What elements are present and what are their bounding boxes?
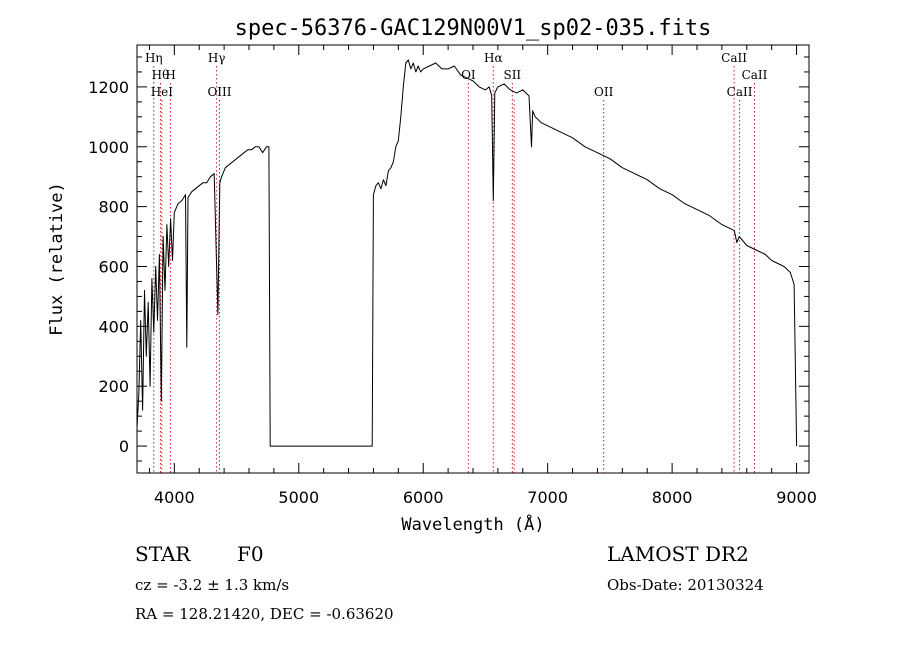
x-tick-label: 8000: [652, 488, 693, 507]
emission-line-label: H: [165, 68, 175, 82]
y-tick-label: 1000: [88, 138, 129, 157]
x-tick-label: 6000: [403, 488, 444, 507]
redshift-text: cz = -3.2 ± 1.3 km/s: [135, 576, 289, 594]
coordinates-text: RA = 128.21420, DEC = -0.63620: [135, 605, 394, 623]
emission-line-label: Hθ: [152, 68, 170, 82]
chart-title: spec-56376-GAC129N00V1_sp02-035.fits: [235, 16, 712, 41]
emission-line-label: CaII: [721, 51, 747, 65]
emission-line-label: OII: [594, 85, 614, 99]
series-group: [136, 59, 798, 447]
emission-line-label: Hη: [145, 51, 163, 65]
x-tick-label: 9000: [776, 488, 817, 507]
y-tick-label: 800: [98, 198, 129, 217]
obs-date: Obs-Date: 20130324: [607, 576, 764, 594]
object-type: STAR: [135, 542, 191, 566]
emission-line-markers: [153, 66, 755, 473]
x-tick-label: 5000: [278, 488, 319, 507]
y-tick-label: 0: [119, 437, 129, 456]
emission-line-label: Hγ: [208, 51, 226, 65]
x-tick-label: 7000: [527, 488, 568, 507]
emission-line-label: OIII: [207, 85, 231, 99]
x-axis-ticks: 4000 5000 6000 7000 8000 9000: [148, 45, 817, 507]
y-axis-ticks: 0 200 400 600 800 1000 1200: [88, 56, 809, 462]
spectrum-series-line: [136, 59, 798, 447]
x-axis-label: Wavelength (Å): [401, 513, 544, 535]
subclass: F0: [237, 542, 264, 566]
emission-line-label: CaII: [727, 85, 753, 99]
survey-name: LAMOST DR2: [607, 542, 749, 566]
emission-line-label: SII: [503, 68, 521, 82]
y-tick-label: 400: [98, 317, 129, 336]
emission-line-label: OI: [461, 68, 476, 82]
y-tick-label: 1200: [88, 78, 129, 97]
y-axis-label: Flux (relative): [47, 182, 67, 336]
emission-line-label: HeI: [151, 85, 174, 99]
y-tick-label: 200: [98, 377, 129, 396]
emission-line-label: CaII: [742, 68, 768, 82]
y-tick-label: 600: [98, 257, 129, 276]
x-tick-label: 4000: [154, 488, 195, 507]
emission-line-label: Hα: [484, 51, 503, 65]
plot-frame: [136, 44, 810, 474]
